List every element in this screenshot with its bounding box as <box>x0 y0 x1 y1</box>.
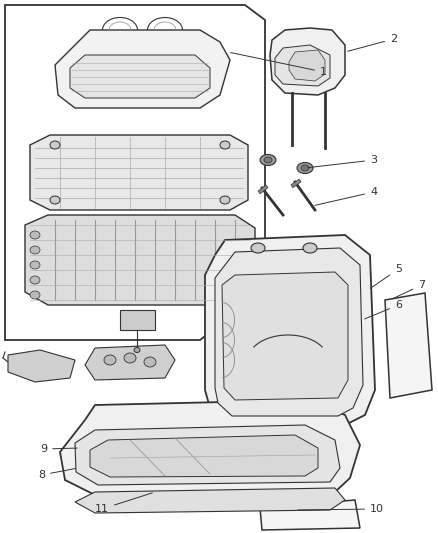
Ellipse shape <box>124 353 136 363</box>
Polygon shape <box>75 425 340 485</box>
Polygon shape <box>222 272 348 400</box>
Polygon shape <box>385 293 432 398</box>
Ellipse shape <box>301 165 309 171</box>
Text: 9: 9 <box>40 444 77 454</box>
Polygon shape <box>275 45 330 86</box>
Ellipse shape <box>30 246 40 254</box>
Polygon shape <box>120 310 155 330</box>
Ellipse shape <box>50 141 60 149</box>
Polygon shape <box>289 50 325 81</box>
Ellipse shape <box>30 291 40 299</box>
Polygon shape <box>60 400 360 495</box>
Ellipse shape <box>104 355 116 365</box>
Text: 3: 3 <box>308 155 377 168</box>
Text: 4: 4 <box>315 187 377 205</box>
Ellipse shape <box>30 261 40 269</box>
Polygon shape <box>215 248 363 416</box>
Polygon shape <box>85 345 175 380</box>
Polygon shape <box>260 500 360 530</box>
Polygon shape <box>25 215 255 305</box>
Ellipse shape <box>30 276 40 284</box>
Ellipse shape <box>260 155 276 166</box>
Ellipse shape <box>297 163 313 174</box>
Text: 11: 11 <box>95 493 152 514</box>
Text: 7: 7 <box>392 280 425 299</box>
Text: 10: 10 <box>298 504 384 514</box>
Text: 6: 6 <box>364 300 402 319</box>
Ellipse shape <box>134 348 140 352</box>
Polygon shape <box>291 179 301 188</box>
Text: 1: 1 <box>231 53 327 77</box>
Text: 5: 5 <box>370 264 402 288</box>
Ellipse shape <box>144 357 156 367</box>
Text: 8: 8 <box>38 469 75 480</box>
Ellipse shape <box>303 243 317 253</box>
Polygon shape <box>258 185 268 194</box>
Ellipse shape <box>220 196 230 204</box>
Text: 2: 2 <box>348 34 397 51</box>
Ellipse shape <box>30 231 40 239</box>
Polygon shape <box>8 350 75 382</box>
Polygon shape <box>270 28 345 95</box>
Ellipse shape <box>50 196 60 204</box>
Polygon shape <box>205 235 375 425</box>
Ellipse shape <box>251 243 265 253</box>
Polygon shape <box>30 135 248 210</box>
Ellipse shape <box>264 157 272 163</box>
Polygon shape <box>55 30 230 108</box>
Polygon shape <box>75 488 345 513</box>
Polygon shape <box>5 5 265 340</box>
Ellipse shape <box>220 141 230 149</box>
Polygon shape <box>90 435 318 477</box>
Polygon shape <box>70 55 210 98</box>
